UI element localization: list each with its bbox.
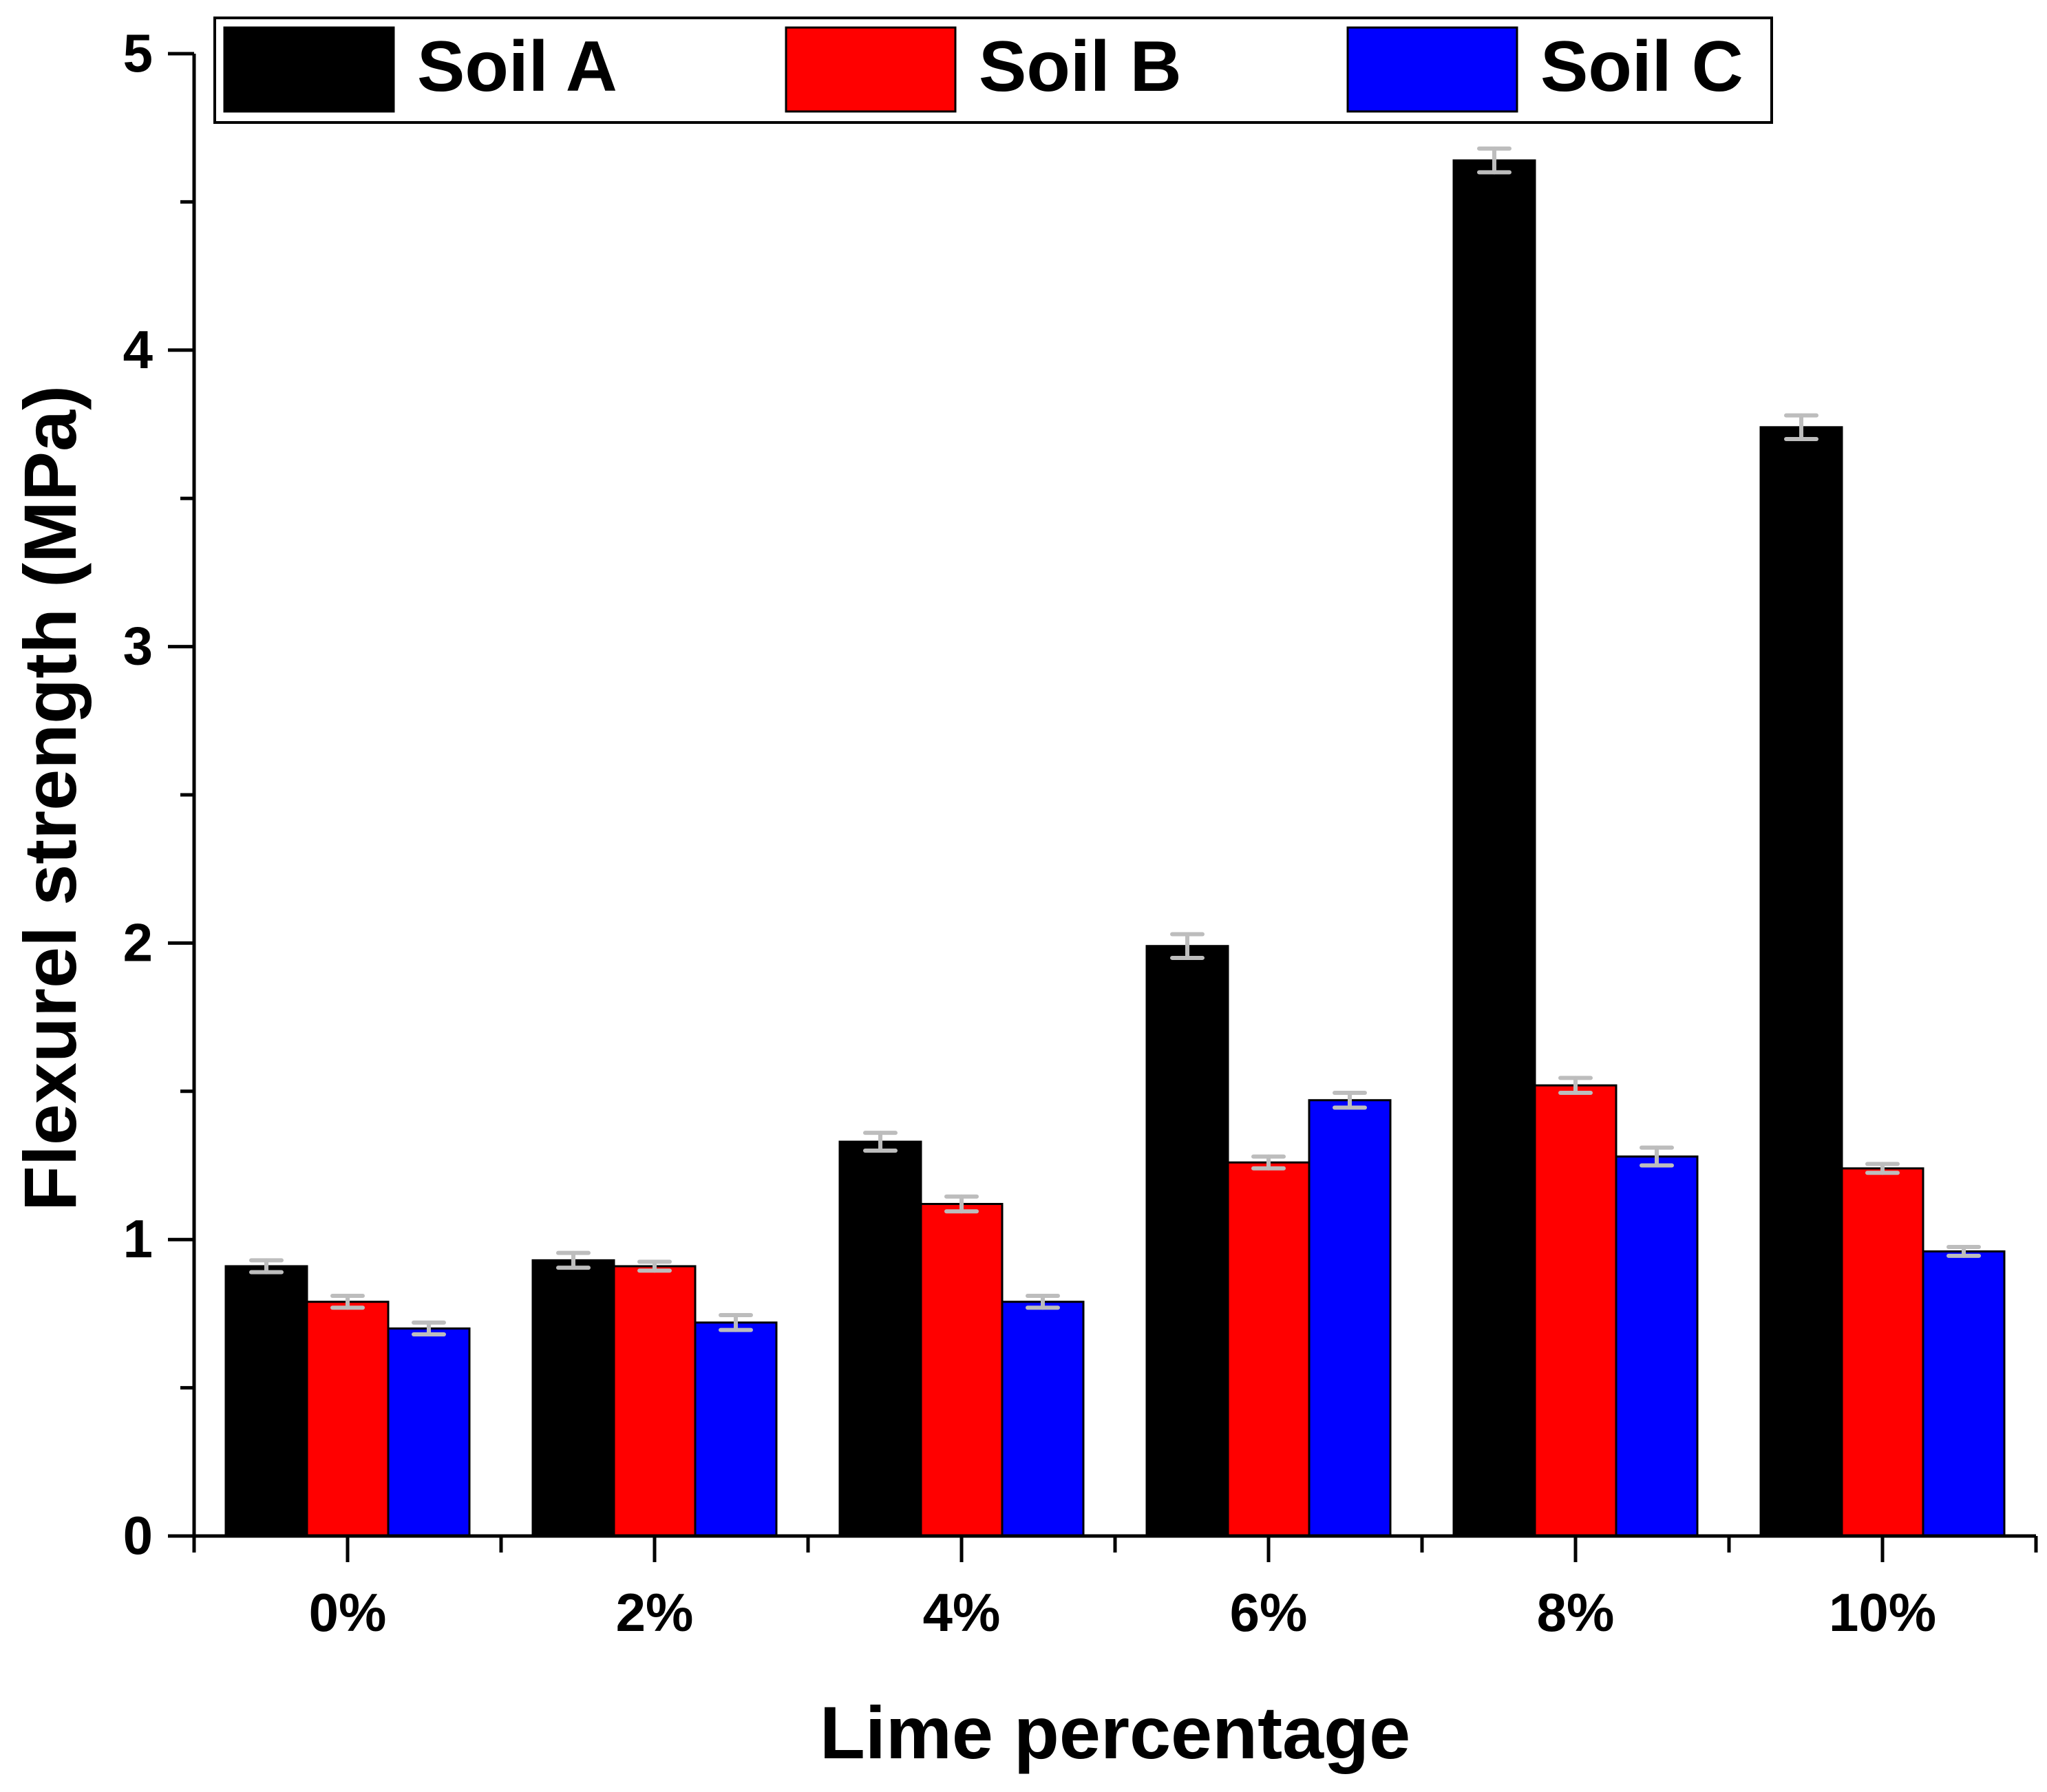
error-bar-soil-c-10pct — [1947, 1244, 1981, 1258]
bar-soil-b-4pct — [920, 1203, 1004, 1537]
bar-soil-c-2pct — [694, 1321, 778, 1537]
bar-soil-a-6pct — [1145, 945, 1229, 1537]
x-axis-title: Lime percentage — [820, 1691, 1410, 1774]
error-bar-soil-b-2pct — [637, 1259, 672, 1273]
bar-soil-c-10pct — [1922, 1250, 2006, 1537]
error-bar-soil-c-4pct — [1026, 1294, 1060, 1310]
bar-soil-a-0pct — [224, 1265, 308, 1537]
bar-soil-a-10pct — [1759, 426, 1843, 1537]
error-bar-soil-a-10pct — [1784, 413, 1818, 442]
y-tick-label: 2 — [123, 912, 153, 972]
legend-swatch — [223, 26, 395, 113]
error-bar-soil-b-4pct — [944, 1194, 979, 1214]
error-bar-soil-a-0pct — [249, 1258, 284, 1274]
x-tick-label: 4% — [923, 1582, 1001, 1643]
error-bar-soil-c-2pct — [719, 1313, 753, 1332]
bar-soil-b-8pct — [1534, 1084, 1618, 1537]
error-bar-soil-a-8pct — [1477, 146, 1512, 175]
y-tick-label: 0 — [123, 1505, 153, 1566]
bar-soil-a-8pct — [1452, 159, 1536, 1537]
bar-soil-a-4pct — [838, 1140, 922, 1537]
bars-layer — [224, 159, 2006, 1537]
bar-soil-c-0pct — [387, 1327, 471, 1537]
bar-soil-c-4pct — [1001, 1301, 1085, 1537]
bar-soil-b-6pct — [1227, 1161, 1311, 1537]
legend-swatch — [1346, 26, 1518, 113]
error-bar-soil-c-8pct — [1640, 1145, 1674, 1168]
legend-swatch — [785, 26, 957, 113]
error-bar-soil-b-10pct — [1865, 1162, 1900, 1175]
error-bar-soil-a-4pct — [863, 1131, 898, 1153]
error-bars-layer — [249, 146, 1981, 1337]
bar-soil-b-10pct — [1841, 1167, 1924, 1537]
ticks-layer: 0 1 2 3 4 5 0% 2% 4% 6% 8% 10% — [123, 23, 2038, 1643]
y-tick-label: 3 — [123, 616, 153, 676]
error-bar-soil-b-6pct — [1251, 1154, 1286, 1171]
legend-item-soil-b: Soil B — [785, 26, 1182, 113]
error-bar-soil-c-6pct — [1333, 1090, 1367, 1110]
bar-soil-c-8pct — [1615, 1155, 1699, 1537]
error-bar-soil-a-2pct — [556, 1250, 591, 1270]
bar-soil-c-6pct — [1308, 1099, 1392, 1537]
y-axis-title: Flexurel strength (MPa) — [8, 385, 92, 1211]
error-bar-soil-c-0pct — [412, 1320, 446, 1337]
error-bar-soil-b-8pct — [1558, 1076, 1593, 1095]
y-tick-label: 1 — [123, 1208, 153, 1269]
y-tick-label: 4 — [123, 319, 153, 380]
x-tick-label: 6% — [1230, 1582, 1308, 1643]
bar-soil-b-2pct — [613, 1265, 697, 1537]
bar-soil-a-2pct — [531, 1259, 615, 1537]
legend-label: Soil B — [979, 27, 1182, 107]
legend-label: Soil C — [1540, 27, 1743, 107]
x-tick-label: 2% — [616, 1582, 694, 1643]
x-tick-label: 10% — [1829, 1582, 1936, 1643]
y-tick-label: 5 — [123, 23, 153, 83]
x-tick-label: 8% — [1537, 1582, 1615, 1643]
error-bar-soil-a-6pct — [1170, 932, 1205, 960]
legend: Soil A Soil B Soil C — [213, 17, 1773, 124]
legend-label: Soil A — [417, 27, 617, 107]
error-bar-soil-b-0pct — [330, 1294, 365, 1310]
legend-item-soil-c: Soil C — [1346, 26, 1743, 113]
x-tick-label: 0% — [309, 1582, 387, 1643]
legend-item-soil-a: Soil A — [223, 26, 617, 113]
bar-soil-b-0pct — [306, 1301, 390, 1537]
